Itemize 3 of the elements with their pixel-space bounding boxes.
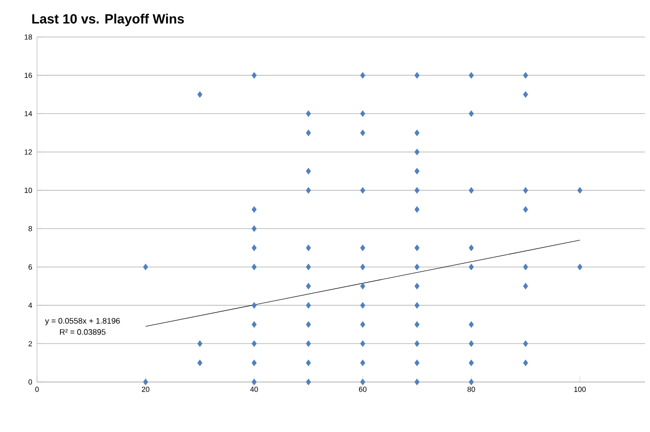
chart-title: Last 10 vs. Playoff Wins [32, 14, 184, 26]
annotation: y = 0.0558x + 1.8196 [45, 318, 120, 326]
annotation: R² = 0.03895 [60, 329, 106, 335]
